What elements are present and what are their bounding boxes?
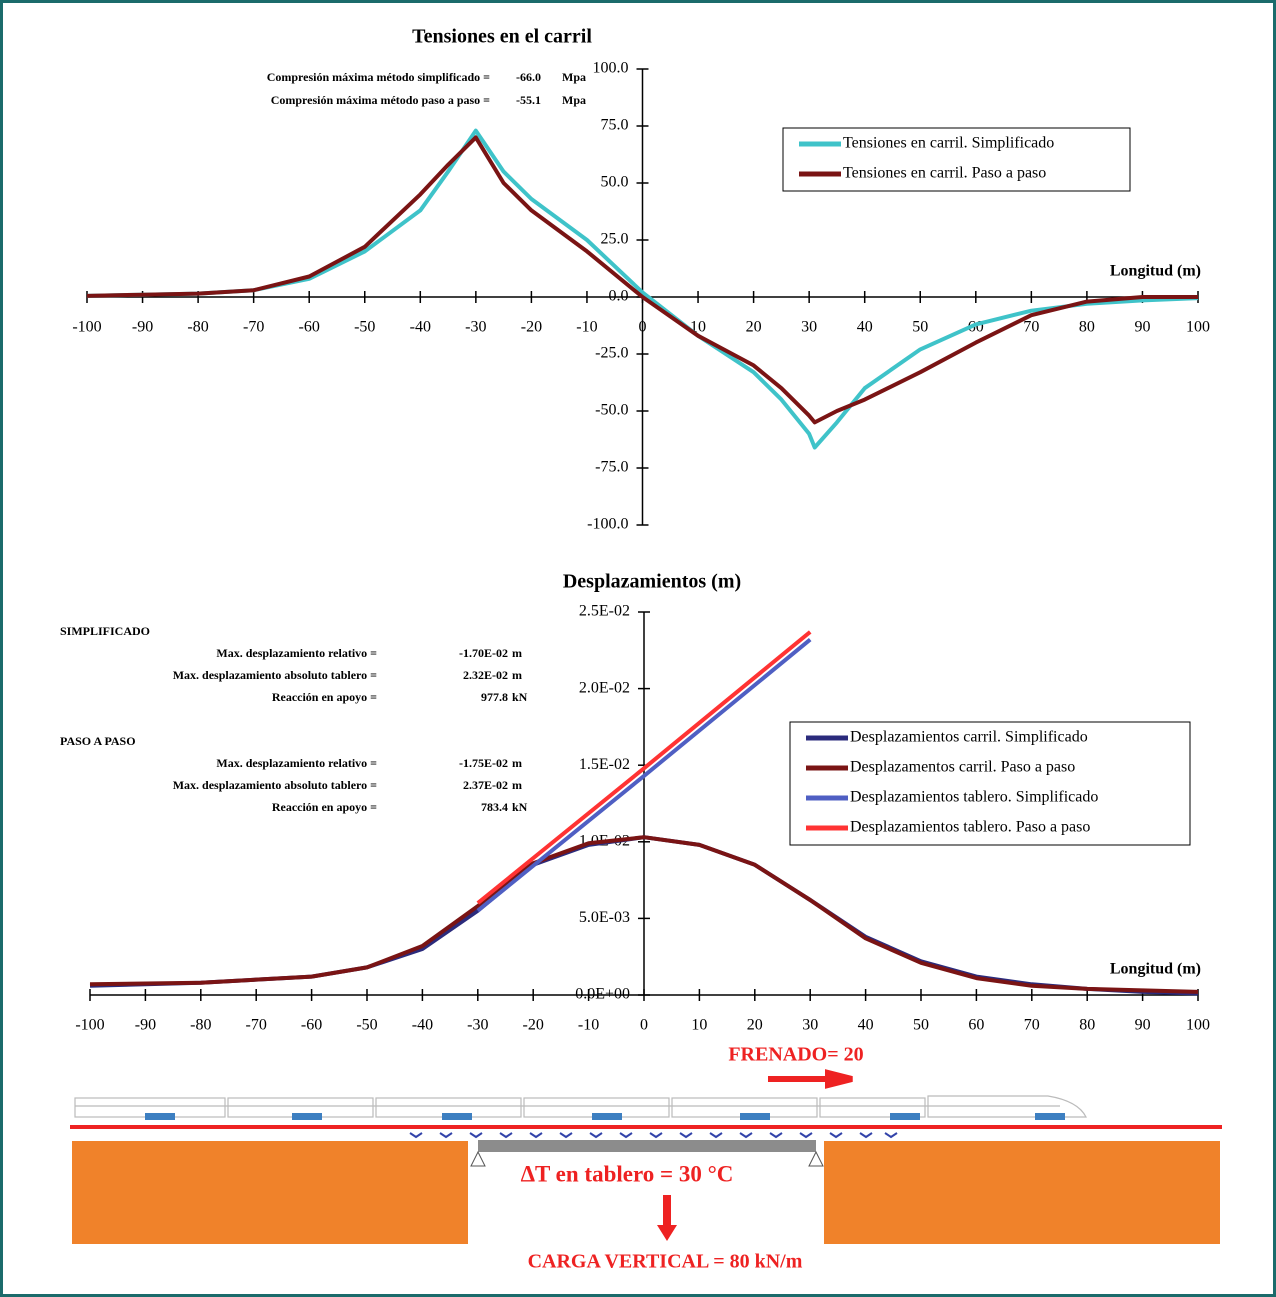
x-tick-label: 70 bbox=[1024, 1017, 1040, 1034]
annotation-unit: Mpa bbox=[562, 70, 586, 84]
y-tick-label: 0.0E+00 bbox=[575, 986, 630, 1003]
x-tick-label: -90 bbox=[132, 319, 153, 336]
annotation-unit: m bbox=[512, 646, 522, 660]
x-tick-label: 70 bbox=[1023, 319, 1039, 336]
x-tick-label: 20 bbox=[746, 319, 762, 336]
x-tick-label: -60 bbox=[301, 1017, 322, 1034]
x-tick-label: -10 bbox=[578, 1017, 599, 1034]
legend-label: Desplazamientos carril. Simplificado bbox=[850, 729, 1088, 746]
annotation-unit: kN bbox=[512, 800, 528, 814]
legend-label: Desplazamentos carril. Paso a paso bbox=[850, 759, 1075, 776]
x-tick-label: -20 bbox=[521, 319, 542, 336]
annotation-label: Reacción en apoyo = bbox=[272, 800, 377, 814]
x-tick-label: 50 bbox=[912, 319, 928, 336]
x-tick-label: 10 bbox=[691, 1017, 707, 1034]
y-tick-label: 50.0 bbox=[601, 174, 629, 191]
x-tick-label: 40 bbox=[857, 319, 873, 336]
x-tick-label: 30 bbox=[802, 1017, 818, 1034]
annotation-unit: m bbox=[512, 668, 522, 682]
x-tick-label: 60 bbox=[968, 1017, 984, 1034]
x-axis-label: Longitud (m) bbox=[1110, 263, 1201, 280]
braking-label: FRENADO= 20 bbox=[728, 1044, 863, 1066]
x-tick-label: -100 bbox=[75, 1017, 104, 1034]
annotation-unit: m bbox=[512, 778, 522, 792]
x-tick-label: -30 bbox=[465, 319, 486, 336]
y-tick-label: -50.0 bbox=[595, 402, 628, 419]
x-tick-label: 80 bbox=[1079, 1017, 1095, 1034]
annotation-heading: PASO A PASO bbox=[60, 734, 136, 748]
x-axis-label: Longitud (m) bbox=[1110, 961, 1201, 978]
x-tick-label: -10 bbox=[576, 319, 597, 336]
x-tick-label: -30 bbox=[467, 1017, 488, 1034]
y-tick-label: 25.0 bbox=[601, 231, 629, 248]
y-tick-label: 1.5E-02 bbox=[579, 756, 630, 773]
annotation-label: Reacción en apoyo = bbox=[272, 690, 377, 704]
embankment bbox=[824, 1141, 1220, 1244]
annotation-value: 783.4 bbox=[481, 800, 508, 814]
annotation-unit: kN bbox=[512, 690, 528, 704]
annotation-unit: Mpa bbox=[562, 93, 586, 107]
annotation-value: -1.75E-02 bbox=[459, 756, 508, 770]
chart-title: Tensiones en el carril bbox=[412, 26, 592, 48]
legend-label: Desplazamientos tablero. Simplificado bbox=[850, 789, 1098, 806]
x-tick-label: -50 bbox=[354, 319, 375, 336]
legend-label: Desplazamientos tablero. Paso a paso bbox=[850, 819, 1090, 836]
annotation-label: Max. desplazamiento relativo = bbox=[216, 646, 377, 660]
deck bbox=[478, 1140, 816, 1152]
legend-label: Tensiones en carril. Simplificado bbox=[843, 135, 1054, 152]
x-tick-label: 90 bbox=[1134, 319, 1150, 336]
chart-title: Desplazamientos (m) bbox=[563, 571, 741, 593]
x-tick-label: -40 bbox=[412, 1017, 433, 1034]
x-tick-label: -60 bbox=[299, 319, 320, 336]
y-tick-label: -100.0 bbox=[587, 516, 628, 533]
y-tick-label: 100.0 bbox=[593, 60, 629, 77]
x-tick-label: -90 bbox=[135, 1017, 156, 1034]
annotation-value: 977.8 bbox=[481, 690, 508, 704]
annotation-heading: SIMPLIFICADO bbox=[60, 624, 150, 638]
y-tick-label: -25.0 bbox=[595, 345, 628, 362]
x-tick-label: -80 bbox=[187, 319, 208, 336]
x-tick-label: 100 bbox=[1186, 1017, 1210, 1034]
y-tick-label: 0.0 bbox=[609, 288, 629, 305]
x-tick-label: 80 bbox=[1079, 319, 1095, 336]
x-tick-label: -100 bbox=[72, 319, 101, 336]
x-tick-label: -50 bbox=[356, 1017, 377, 1034]
x-tick-label: 40 bbox=[858, 1017, 874, 1034]
y-tick-label: 5.0E-03 bbox=[579, 909, 630, 926]
y-tick-label: -75.0 bbox=[595, 459, 628, 476]
x-tick-label: 90 bbox=[1135, 1017, 1151, 1034]
y-tick-label: 2.0E-02 bbox=[579, 679, 630, 696]
frame bbox=[2, 2, 1275, 1296]
legend-label: Tensiones en carril. Paso a paso bbox=[843, 165, 1046, 182]
annotation-value: 2.32E-02 bbox=[463, 668, 508, 682]
thermal-label: ΔT en tablero = 30 °C bbox=[521, 1161, 734, 1186]
annotation-unit: m bbox=[512, 756, 522, 770]
embankment bbox=[72, 1141, 468, 1244]
x-tick-label: -40 bbox=[410, 319, 431, 336]
x-tick-label: 0 bbox=[640, 1017, 648, 1034]
x-tick-label: -20 bbox=[523, 1017, 544, 1034]
annotation-label: Compresión máxima método simplificado = bbox=[267, 70, 490, 84]
annotation-value: 2.37E-02 bbox=[463, 778, 508, 792]
x-tick-label: 50 bbox=[913, 1017, 929, 1034]
annotation-label: Compresión máxima método paso a paso = bbox=[271, 93, 490, 107]
x-tick-label: 100 bbox=[1186, 319, 1210, 336]
annotation-label: Max. desplazamiento absoluto tablero = bbox=[173, 668, 377, 682]
y-tick-label: 75.0 bbox=[601, 117, 629, 134]
x-tick-label: -70 bbox=[243, 319, 264, 336]
annotation-value: -1.70E-02 bbox=[459, 646, 508, 660]
x-tick-label: 30 bbox=[801, 319, 817, 336]
x-tick-label: -80 bbox=[190, 1017, 211, 1034]
y-tick-label: 2.5E-02 bbox=[579, 603, 630, 620]
x-tick-label: 20 bbox=[747, 1017, 763, 1034]
annotation-value: -66.0 bbox=[516, 70, 541, 84]
x-tick-label: 0 bbox=[639, 319, 647, 336]
annotation-label: Max. desplazamiento relativo = bbox=[216, 756, 377, 770]
x-tick-label: -70 bbox=[246, 1017, 267, 1034]
annotation-value: -55.1 bbox=[516, 93, 541, 107]
vertical-load-label: CARGA VERTICAL = 80 kN/m bbox=[528, 1251, 803, 1273]
page: FRENADO= 20 ΔT en tablero = 30 °C CARGA … bbox=[0, 0, 1276, 1297]
annotation-label: Max. desplazamiento absoluto tablero = bbox=[173, 778, 377, 792]
